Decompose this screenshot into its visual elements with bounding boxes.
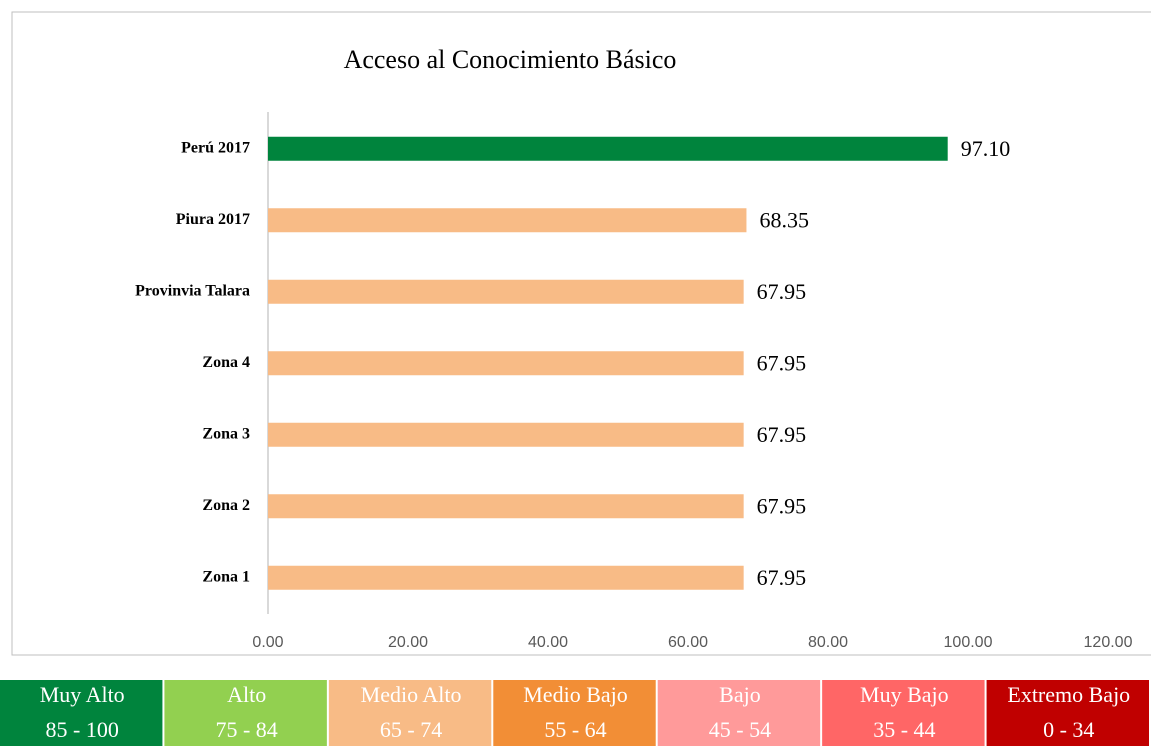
y-tick-label: Zona 2	[202, 497, 250, 514]
scale-label: Bajo	[719, 682, 761, 707]
x-tick-label: 60.00	[668, 634, 708, 651]
y-tick-label: Zona 3	[202, 425, 250, 442]
y-tick-label: Provinvia Talara	[135, 282, 250, 299]
scale-cell	[328, 680, 492, 746]
y-tick-label: Perú 2017	[181, 139, 250, 156]
scale-cell	[164, 680, 327, 746]
x-tick-label: 40.00	[528, 634, 568, 651]
bar	[268, 565, 744, 590]
x-tick-label: 20.00	[388, 634, 428, 651]
scale-label: Muy Bajo	[860, 682, 949, 707]
scale-cell	[657, 680, 821, 746]
bar	[268, 136, 948, 161]
scale-range: 65 - 74	[380, 717, 442, 742]
value-label: 67.95	[757, 493, 807, 518]
scale-cell	[493, 680, 656, 746]
x-tick-label: 0.00	[252, 634, 283, 651]
bar	[268, 494, 744, 519]
scale-range: 55 - 64	[544, 717, 606, 742]
value-label: 68.35	[759, 207, 809, 232]
bar	[268, 279, 744, 304]
scale-label: Extremo Bajo	[1007, 682, 1130, 707]
scale-cell	[0, 680, 163, 746]
scale-range: 0 - 34	[1043, 717, 1094, 742]
value-label: 67.95	[757, 279, 807, 304]
y-tick-label: Zona 4	[202, 354, 250, 371]
bar	[268, 422, 744, 447]
scale-label: Alto	[227, 682, 266, 707]
bar	[268, 351, 744, 376]
scale-range: 85 - 100	[46, 717, 119, 742]
scale-label: Medio Alto	[361, 682, 462, 707]
x-tick-label: 100.00	[944, 634, 993, 651]
x-tick-label: 80.00	[808, 634, 848, 651]
scale-range: 75 - 84	[215, 717, 277, 742]
scale-range: 45 - 54	[709, 717, 771, 742]
chart-frame	[11, 11, 1151, 656]
value-label: 67.95	[757, 350, 807, 375]
value-label: 67.95	[757, 422, 807, 447]
value-label: 67.95	[757, 565, 807, 590]
chart-title: Acceso al Conocimiento Básico	[344, 45, 677, 74]
scale-label: Muy Alto	[40, 682, 125, 707]
bar	[268, 208, 747, 233]
y-tick-label: Piura 2017	[176, 211, 250, 228]
scale-cell	[822, 680, 985, 746]
value-label: 97.10	[961, 136, 1011, 161]
scale-range: 35 - 44	[873, 717, 935, 742]
scale-label: Medio Bajo	[523, 682, 628, 707]
y-tick-label: Zona 1	[202, 568, 250, 585]
x-tick-label: 120.00	[1084, 634, 1133, 651]
scale-cell	[986, 680, 1149, 746]
